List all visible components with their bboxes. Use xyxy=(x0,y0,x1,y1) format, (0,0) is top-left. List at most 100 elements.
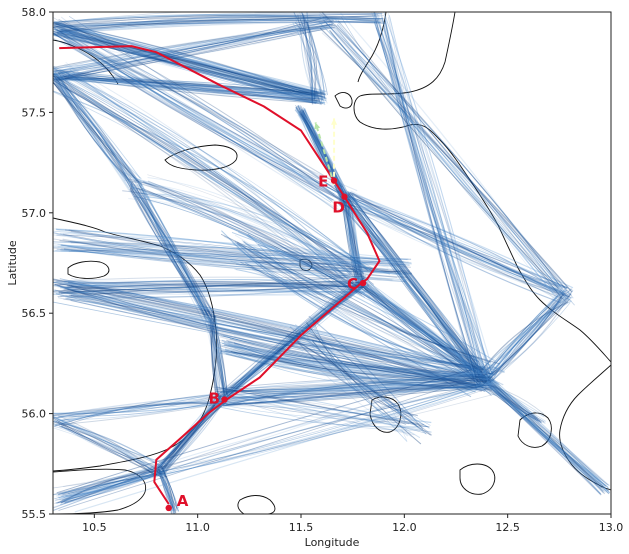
coastline xyxy=(369,396,402,433)
ship-track xyxy=(53,241,406,263)
ship-track xyxy=(488,384,539,420)
ship-track xyxy=(53,250,410,266)
ship-track xyxy=(301,113,348,194)
ship-track xyxy=(161,393,225,474)
ship-track xyxy=(68,249,389,268)
ship-track xyxy=(215,338,479,391)
ship-track xyxy=(489,377,601,494)
ship-track xyxy=(64,229,410,272)
ship-track xyxy=(486,294,567,382)
ship-track xyxy=(53,381,486,496)
ship-track xyxy=(211,313,217,400)
ship-track xyxy=(305,325,417,426)
ship-track xyxy=(480,376,602,486)
ship-track xyxy=(161,466,178,509)
ship-track xyxy=(54,72,320,101)
ship-track xyxy=(164,401,227,468)
ship-track xyxy=(360,287,483,377)
ship-track xyxy=(306,21,316,100)
ship-track xyxy=(209,315,223,395)
ship-track xyxy=(147,177,370,290)
ship-track xyxy=(60,32,319,94)
ship-track xyxy=(139,180,211,313)
ship-track xyxy=(53,32,318,96)
ship-track xyxy=(53,386,493,489)
ship-track xyxy=(213,313,222,395)
ship-track xyxy=(53,77,369,271)
ship-track xyxy=(53,281,360,293)
ship-track xyxy=(164,402,224,475)
ship-track xyxy=(223,377,491,407)
ship-track xyxy=(384,17,481,376)
x-tick-label: 12.5 xyxy=(495,521,520,534)
ship-track xyxy=(57,33,315,97)
ship-track xyxy=(345,201,363,285)
ship-track xyxy=(305,18,318,96)
ship-track xyxy=(320,12,572,292)
ship-track xyxy=(226,278,356,403)
ship-track xyxy=(53,26,327,100)
ship-track xyxy=(59,26,335,81)
ship-track xyxy=(138,188,212,322)
ship-track xyxy=(63,298,489,390)
ship-track xyxy=(56,23,320,94)
axis-ticks: 10.5 11.0 11.5 12.0 12.5 13.0 55.5 56.0 56.5 57.0… xyxy=(22,6,624,534)
ship-track xyxy=(54,69,318,102)
ship-track xyxy=(481,294,559,381)
ship-track xyxy=(130,184,215,315)
ship-track xyxy=(216,371,477,404)
ship-track xyxy=(62,238,408,278)
ship-track xyxy=(298,109,348,198)
ship-track xyxy=(389,15,492,390)
ship-track xyxy=(61,26,330,71)
ship-track xyxy=(53,81,143,187)
ship-track xyxy=(219,379,491,405)
ship-track xyxy=(55,72,326,99)
ship-track xyxy=(67,282,355,293)
ship-track xyxy=(149,193,368,286)
ship-track xyxy=(59,21,385,35)
ship-track xyxy=(61,29,335,195)
coastline xyxy=(459,463,496,495)
ship-track xyxy=(484,292,570,383)
ship-track xyxy=(246,234,505,373)
ship-track xyxy=(228,383,485,398)
ship-track xyxy=(231,351,494,391)
ship-track xyxy=(486,384,542,424)
ship-track xyxy=(251,268,469,378)
ship-track xyxy=(54,283,493,387)
ship-track xyxy=(351,195,490,387)
ship-track xyxy=(61,394,220,427)
ship-track xyxy=(53,24,320,103)
ship-track xyxy=(285,335,433,436)
ship-track xyxy=(344,203,562,294)
ship-track xyxy=(53,15,380,25)
ship-track xyxy=(55,77,322,97)
ship-track xyxy=(220,351,488,381)
ship-track xyxy=(324,21,565,293)
ship-track xyxy=(347,192,484,374)
ship-track xyxy=(56,78,326,98)
ship-track xyxy=(351,198,572,299)
ship-track xyxy=(53,76,323,105)
ship-track xyxy=(234,347,478,390)
ship-track xyxy=(348,201,365,282)
ship-track xyxy=(53,422,164,473)
waypoint-label-c: C xyxy=(347,275,358,293)
ship-track xyxy=(487,296,563,381)
ship-track xyxy=(353,287,485,374)
ship-track xyxy=(348,193,365,279)
ship-track xyxy=(58,72,133,188)
ship-track xyxy=(341,193,362,279)
ship-track xyxy=(373,21,482,384)
ship-track xyxy=(53,425,164,467)
ship-track xyxy=(489,383,539,419)
ship-track xyxy=(339,193,358,280)
ship-track xyxy=(299,19,313,95)
ship-track xyxy=(224,387,418,427)
ship-track xyxy=(53,75,317,104)
ship-track xyxy=(332,26,561,307)
ship-track xyxy=(342,196,360,281)
ship-track xyxy=(58,374,488,511)
